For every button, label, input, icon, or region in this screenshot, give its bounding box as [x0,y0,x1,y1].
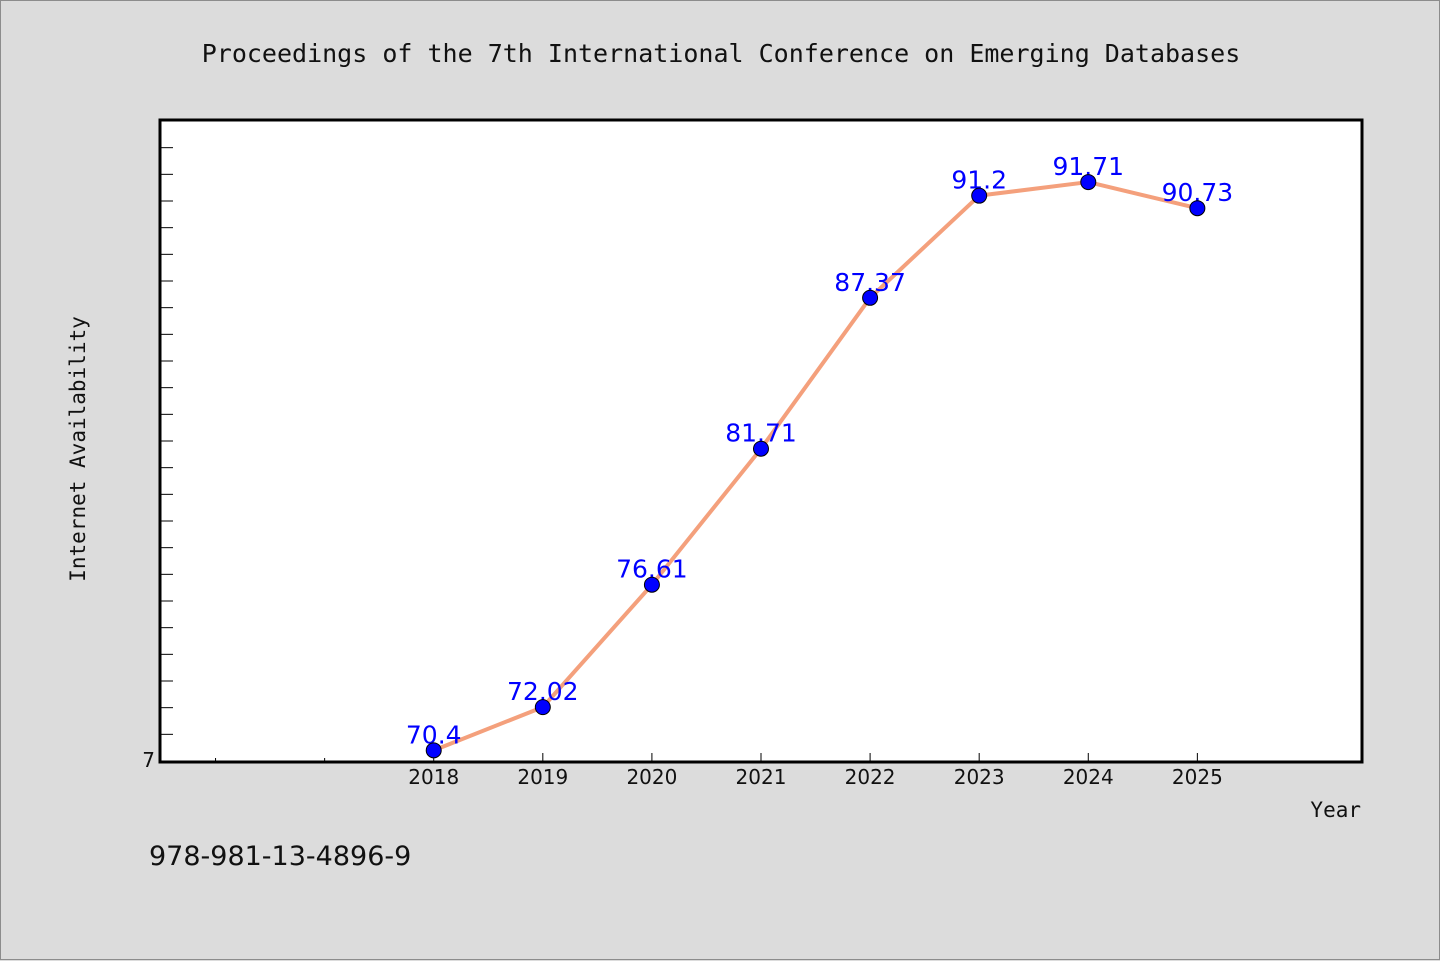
data-point [534,699,551,716]
data-point [971,187,988,204]
data-point [1189,200,1206,217]
isbn-text: 978-981-13-4896-9 [149,841,411,872]
series-line [431,180,1200,753]
x-tick-label: 2018 [408,765,459,789]
data-point [425,742,442,759]
x-tick-label: 2021 [736,765,787,789]
y-tick-label: 7 [142,748,155,772]
x-tick-label: 2024 [1063,765,1114,789]
chart-title: Proceedings of the 7th International Con… [202,39,1241,68]
data-point [643,576,660,593]
y-axis-label: Internet Availability [66,316,90,582]
x-tick-label: 2023 [954,765,1005,789]
x-axis-label: Year [1310,798,1361,822]
y-axis-ticks: 7 [142,147,173,772]
data-point [753,440,769,457]
x-tick-label: 2022 [845,765,896,789]
x-axis-ticks: 2018 2019 2020 2021 2022 2023 2024 2025 [215,753,1223,789]
x-tick-label: 2025 [1172,765,1223,789]
x-tick-label: 2020 [626,765,677,789]
x-tick-label: 2019 [517,765,568,789]
data-point [1080,174,1097,191]
data-point [862,289,879,306]
